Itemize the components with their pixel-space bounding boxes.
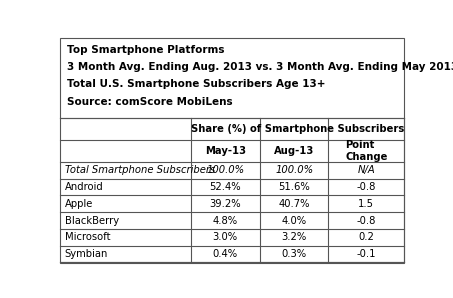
Text: 100.0%: 100.0%	[275, 165, 313, 175]
Text: Apple: Apple	[65, 199, 93, 209]
Text: 1.5: 1.5	[358, 199, 374, 209]
Text: 3 Month Avg. Ending Aug. 2013 vs. 3 Month Avg. Ending May 2013: 3 Month Avg. Ending Aug. 2013 vs. 3 Mont…	[67, 62, 453, 72]
Text: 3.2%: 3.2%	[281, 232, 307, 242]
Text: -0.8: -0.8	[357, 182, 376, 192]
Text: Share (%) of Smartphone Subscribers: Share (%) of Smartphone Subscribers	[191, 124, 404, 134]
Text: Microsoft: Microsoft	[65, 232, 110, 242]
Text: 4.8%: 4.8%	[213, 215, 238, 226]
Text: N/A: N/A	[357, 165, 375, 175]
Text: BlackBerry: BlackBerry	[65, 215, 119, 226]
Text: -0.8: -0.8	[357, 215, 376, 226]
Text: Total U.S. Smartphone Subscribers Age 13+: Total U.S. Smartphone Subscribers Age 13…	[67, 79, 326, 89]
Text: 4.0%: 4.0%	[281, 215, 307, 226]
Text: 100.0%: 100.0%	[206, 165, 244, 175]
Text: 3.0%: 3.0%	[213, 232, 238, 242]
Text: Top Smartphone Platforms: Top Smartphone Platforms	[67, 45, 225, 55]
Text: Aug-13: Aug-13	[274, 146, 314, 156]
Text: Symbian: Symbian	[65, 249, 108, 259]
Text: 39.2%: 39.2%	[209, 199, 241, 209]
Text: Source: comScore MobiLens: Source: comScore MobiLens	[67, 97, 233, 107]
Text: 0.2: 0.2	[358, 232, 374, 242]
Text: Total Smartphone Subscribers: Total Smartphone Subscribers	[65, 165, 215, 175]
Text: 51.6%: 51.6%	[278, 182, 310, 192]
Text: 52.4%: 52.4%	[209, 182, 241, 192]
Text: 0.3%: 0.3%	[281, 249, 307, 259]
Text: 0.4%: 0.4%	[213, 249, 238, 259]
Text: 40.7%: 40.7%	[278, 199, 310, 209]
Text: Point
Change: Point Change	[345, 140, 387, 162]
Text: Android: Android	[65, 182, 103, 192]
Text: -0.1: -0.1	[357, 249, 376, 259]
Text: May-13: May-13	[205, 146, 246, 156]
